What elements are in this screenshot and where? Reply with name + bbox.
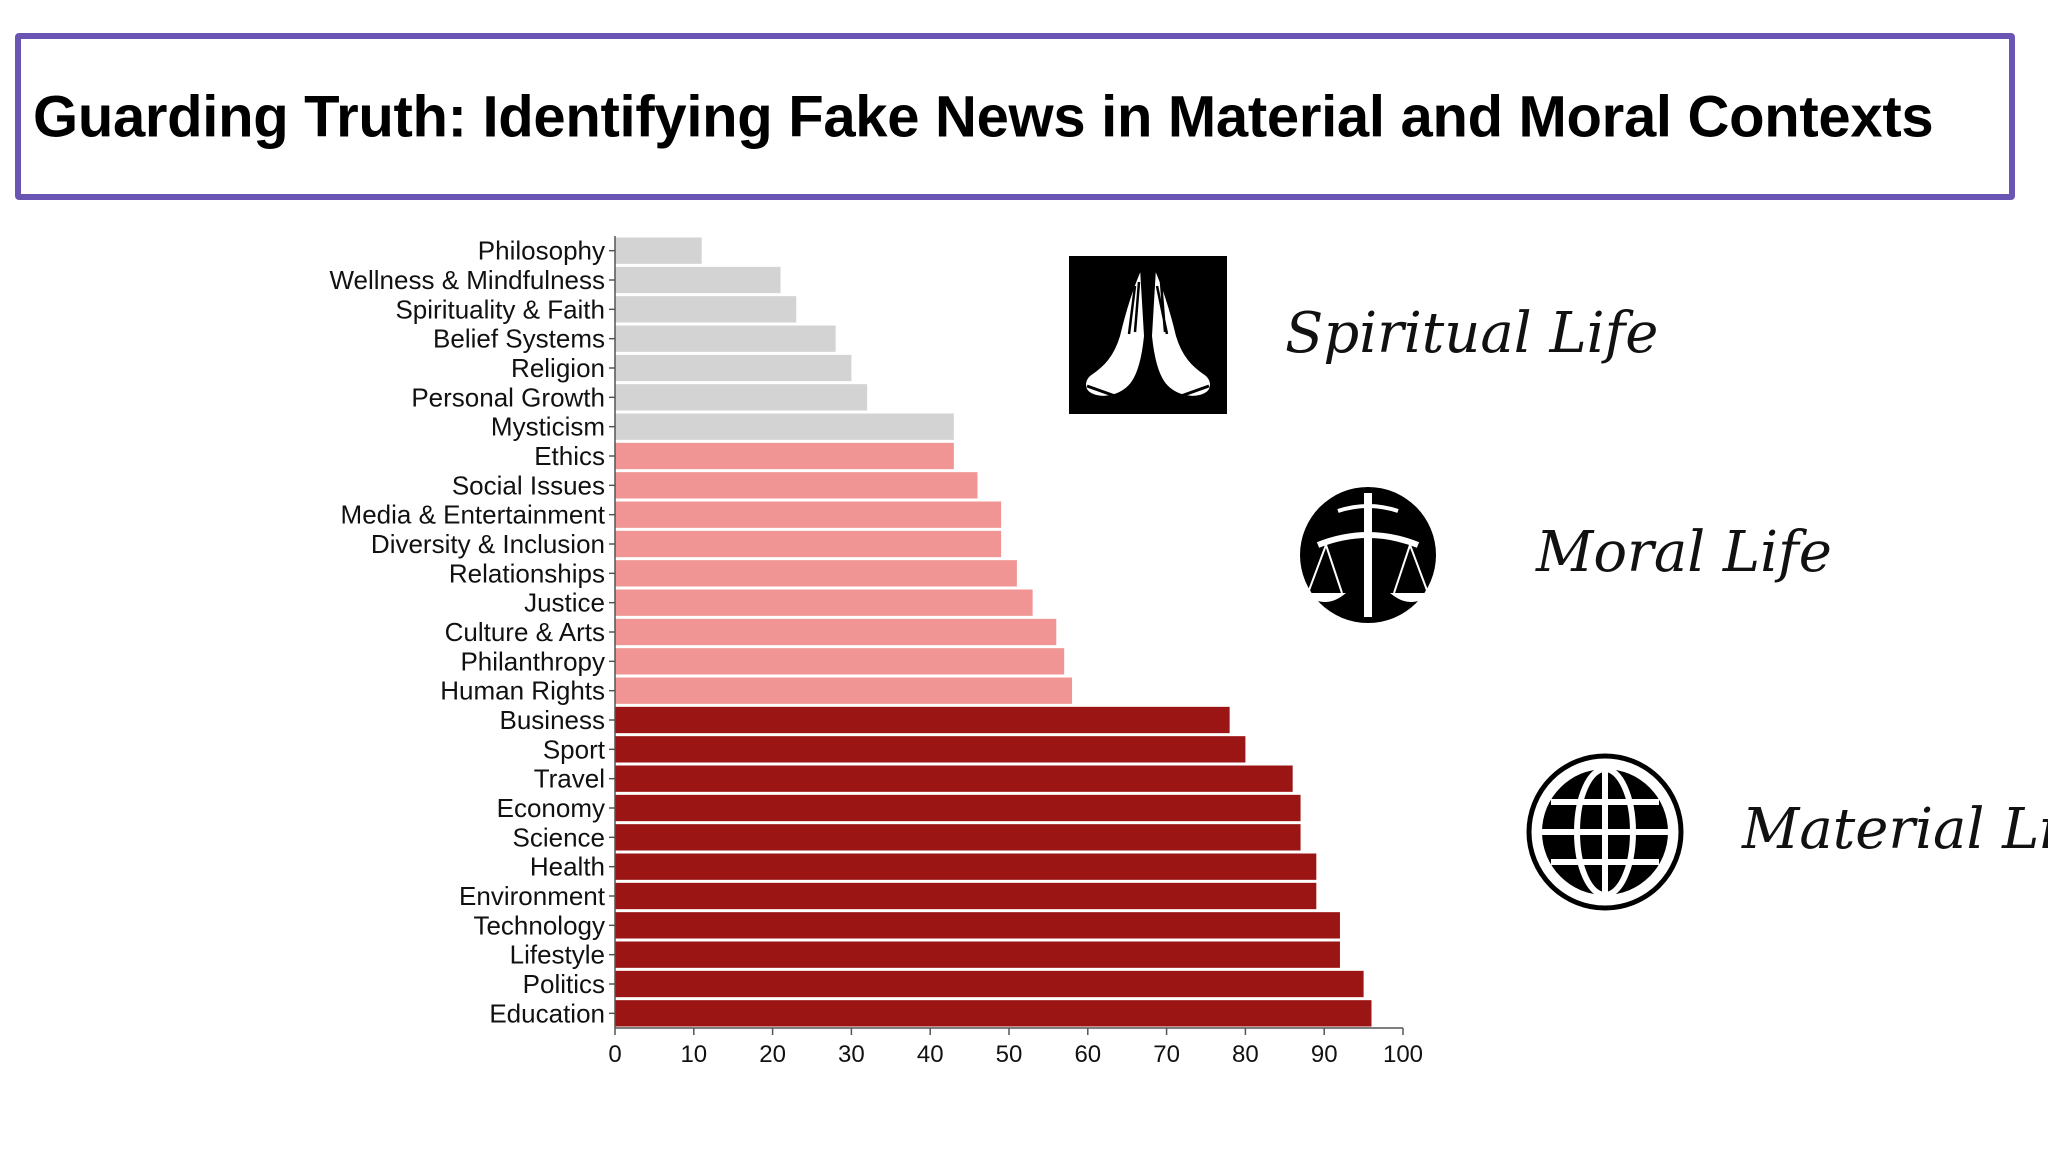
x-tick-label: 30 — [838, 1041, 865, 1068]
category-label: Lifestyle — [510, 940, 605, 970]
legend-item-spiritual: Spiritual Life — [1069, 256, 1658, 414]
x-tick-label: 50 — [996, 1041, 1023, 1068]
bar-social-issues — [615, 472, 978, 499]
bar-ethics — [615, 442, 954, 470]
bar-health — [615, 853, 1317, 880]
bar-sport — [615, 736, 1246, 763]
bar-relationships — [615, 560, 1017, 587]
legend-item-moral: Moral Life — [1300, 487, 1832, 623]
bar-culture-arts — [615, 618, 1057, 646]
legend-label-material: Material Life — [1741, 797, 2048, 862]
category-label: Spirituality & Faith — [395, 294, 605, 324]
bar-science — [615, 824, 1301, 851]
x-tick-label: 90 — [1311, 1041, 1338, 1068]
category-label: Mysticism — [491, 412, 605, 442]
title-box: Guarding Truth: Identifying Fake News in… — [15, 33, 2015, 200]
category-label: Health — [530, 852, 605, 882]
bar-personal-growth — [615, 384, 868, 411]
x-tick-label: 80 — [1232, 1041, 1259, 1068]
x-tick-label: 100 — [1383, 1041, 1423, 1068]
x-axis: 0 10 20 30 40 50 60 70 80 90 100 — [608, 236, 1423, 1068]
bar-education — [615, 1000, 1372, 1027]
category-label: Philanthropy — [460, 646, 605, 676]
category-label: Culture & Arts — [445, 617, 605, 647]
legend-item-material: Material Life — [1526, 753, 2048, 911]
bar-philanthropy — [615, 648, 1065, 675]
category-label: Human Rights — [440, 676, 605, 706]
scales-of-justice-icon — [1300, 487, 1436, 623]
bars-layer — [615, 237, 1372, 1027]
bar-economy — [615, 794, 1301, 822]
x-tick-label: 70 — [1153, 1041, 1180, 1068]
x-tick-label: 60 — [1074, 1041, 1101, 1068]
category-label: Travel — [534, 764, 605, 794]
bar-lifestyle — [615, 941, 1340, 968]
category-label: Business — [500, 705, 606, 735]
category-label: Media & Entertainment — [341, 500, 606, 530]
bar-technology — [615, 912, 1340, 939]
x-tick-label: 10 — [680, 1041, 707, 1068]
bar-human-rights — [615, 677, 1073, 704]
category-label: Education — [489, 998, 605, 1028]
category-label: Wellness & Mindfulness — [329, 265, 605, 295]
bar-diversity-inclusion — [615, 530, 1002, 558]
bar-business — [615, 706, 1230, 734]
bar-politics — [615, 970, 1364, 998]
bar-belief-systems — [615, 325, 836, 352]
page-title: Guarding Truth: Identifying Fake News in… — [33, 84, 1934, 149]
x-tick-label: 40 — [917, 1041, 944, 1068]
category-label: Economy — [497, 793, 605, 823]
bar-religion — [615, 354, 852, 382]
category-label: Ethics — [534, 441, 605, 471]
category-label: Religion — [511, 353, 605, 383]
legend-label-spiritual: Spiritual Life — [1285, 301, 1658, 366]
category-label: Environment — [459, 881, 606, 911]
bar-mysticism — [615, 413, 954, 440]
legend-label-moral: Moral Life — [1535, 520, 1832, 585]
globe-icon — [1526, 753, 1684, 911]
category-label: Politics — [523, 969, 605, 999]
bar-spirituality-faith — [615, 296, 797, 323]
category-label: Technology — [473, 910, 605, 940]
bar-philosophy — [615, 237, 702, 264]
bar-wellness-mindfulness — [615, 266, 781, 294]
category-label: Justice — [524, 588, 605, 618]
x-tick-label: 20 — [759, 1041, 786, 1068]
praying-hands-icon — [1069, 256, 1227, 414]
category-label: Diversity & Inclusion — [371, 529, 605, 559]
x-tick-label: 0 — [608, 1041, 621, 1068]
category-label: Social Issues — [452, 470, 605, 500]
category-label: Philosophy — [478, 236, 605, 266]
bar-media-entertainment — [615, 501, 1002, 528]
bar-environment — [615, 882, 1317, 910]
category-label: Personal Growth — [411, 382, 605, 412]
category-label: Relationships — [449, 558, 605, 588]
category-label: Science — [513, 822, 606, 852]
category-label: Sport — [543, 734, 606, 764]
bar-justice — [615, 589, 1033, 616]
bar-travel — [615, 765, 1293, 792]
category-label: Belief Systems — [433, 324, 605, 354]
